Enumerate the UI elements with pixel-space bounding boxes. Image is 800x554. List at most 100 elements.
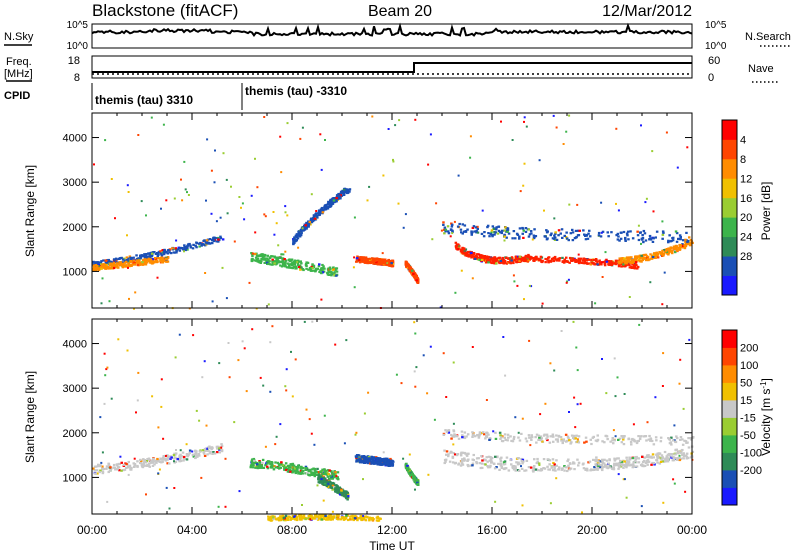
scatter-cell-b8 (447, 232, 451, 235)
scatter-cell-b7 (671, 252, 674, 255)
scatter-cell-b8 (466, 228, 469, 231)
scatter-cell-b4 (415, 279, 418, 282)
scatter-cell-b7 (518, 439, 522, 442)
scatter-cell-b8 (280, 518, 283, 521)
scatter-cell-bg (605, 392, 608, 395)
scatter-cell-b1 (295, 469, 298, 472)
scatter-cell-b2 (369, 457, 373, 460)
scatter-cell-b6 (637, 457, 640, 460)
scatter-cell-bg (297, 246, 300, 249)
scatter-cell-b7 (691, 241, 694, 244)
scatter-cell-b1 (151, 258, 154, 261)
scatter-cell-b2 (389, 464, 392, 467)
scatter-cell-b8 (491, 235, 494, 238)
scatter-cell-b8 (577, 229, 580, 232)
scatter-cell-b6 (613, 462, 616, 465)
scatter-cell-b1 (161, 258, 165, 261)
scatter-cell-b7 (652, 443, 656, 446)
scatter-cell-b0 (170, 456, 173, 459)
scatter-cell-b5 (505, 262, 508, 265)
scatter-cell-b1 (313, 472, 317, 475)
scatter-cell-b1 (258, 466, 262, 469)
scatter-cell-b1 (281, 463, 284, 467)
scatter-cell-b6 (674, 453, 677, 456)
scatter-cell-bg (512, 274, 515, 277)
scatter-cell-b0 (153, 463, 156, 466)
scatter-cell-b1 (289, 470, 292, 473)
cpid-segment-label: themis (tau) 3310 (95, 93, 193, 107)
scatter-cell-b0 (125, 463, 128, 466)
scatter-cell-b7 (622, 443, 626, 446)
scatter-cell-b0 (217, 240, 220, 243)
scatter-cell-b0 (176, 248, 180, 251)
scatter-cell-bg (157, 472, 160, 475)
scatter-cell-b7 (623, 257, 626, 260)
scatter-cell-b2 (275, 258, 278, 261)
scatter-cell-b6 (548, 259, 551, 262)
scatter-cell-b7 (637, 435, 640, 438)
scatter-cell-b1 (290, 463, 293, 466)
scatter-cell-b1 (158, 257, 161, 260)
scatter-cell-b3 (386, 261, 389, 265)
scatter-cell-b1 (135, 259, 138, 262)
velocity-data (92, 320, 695, 522)
scatter-cell-b0 (163, 458, 166, 461)
scatter-cell-b5 (481, 258, 484, 261)
scatter-cell-bg (198, 419, 201, 422)
scatter-cell-b5 (495, 466, 498, 469)
scatter-cell-b6 (529, 257, 532, 260)
scatter-cell-b5 (475, 457, 479, 460)
scatter-cell-b7 (617, 438, 620, 441)
scatter-cell-b1 (323, 472, 326, 475)
scatter-cell-b2 (386, 461, 390, 464)
scatter-cell-b8 (499, 231, 502, 234)
scatter-cell-b3 (335, 489, 339, 492)
scatter-cell-b6 (635, 465, 639, 468)
scatter-cell-b1 (115, 265, 119, 268)
scatter-cell-b4 (416, 480, 420, 483)
scatter-cell-bg (241, 340, 244, 343)
scatter-cell-b1 (164, 257, 167, 261)
scatter-cell-b6 (577, 262, 581, 265)
scatter-cell-b8 (627, 238, 630, 241)
scatter-cell-b5 (491, 259, 494, 263)
scatter-cell-b3 (385, 260, 388, 263)
scatter-cell-b6 (608, 261, 611, 264)
scatter-cell-b9 (313, 217, 317, 220)
scatter-cell-bg (279, 135, 282, 138)
scatter-cell-b8 (554, 232, 557, 235)
scatter-cell-b7 (539, 439, 543, 442)
scatter-cell-b1 (251, 459, 255, 462)
scatter-cell-bg (173, 487, 176, 489)
scatter-cell-bg (519, 190, 522, 193)
scatter-cell-b5 (493, 467, 497, 470)
scatter-cell-b1 (310, 473, 313, 476)
scatter-cell-b7 (668, 438, 672, 441)
scatter-cell-b0 (115, 261, 118, 264)
scatter-cell-b8 (651, 240, 655, 243)
scatter-cell-b0 (93, 465, 97, 468)
scatter-cell-b0 (203, 454, 207, 457)
scatter-cell-b5 (577, 464, 580, 467)
scatter-cell-b7 (485, 435, 488, 438)
scatter-cell-b0 (107, 262, 110, 265)
scatter-cell-bg (654, 396, 657, 399)
scatter-cell-b3 (378, 263, 381, 266)
scatter-cell-b0 (195, 241, 198, 244)
scatter-cell-b3 (324, 482, 327, 485)
scatter-cell-b6 (632, 461, 635, 464)
scatter-cell-b7 (676, 437, 679, 440)
scatter-cell-b8 (672, 236, 675, 239)
scatter-cell-bg (200, 476, 203, 479)
scatter-cell-b9 (292, 243, 295, 246)
scatter-cell-b8 (360, 518, 363, 521)
scatter-cell-b0 (146, 458, 149, 461)
scatter-cell-b6 (593, 263, 596, 266)
scatter-cell-b9 (315, 212, 318, 215)
scatter-cell-b0 (160, 254, 164, 257)
scatter-cell-b7 (487, 433, 490, 436)
scatter-cell-b2 (275, 262, 279, 265)
scatter-cell-bg (243, 218, 246, 221)
scatter-cell-b0 (133, 464, 137, 467)
scatter-cell-b1 (119, 261, 123, 264)
